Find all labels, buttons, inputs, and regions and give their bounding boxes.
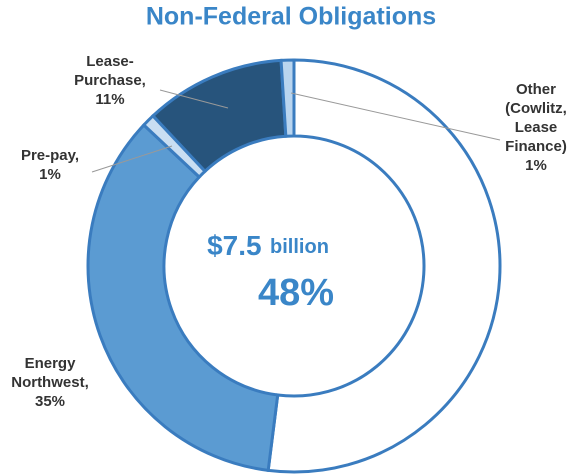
- slices: [86, 58, 502, 474]
- value-label: 35%: [34, 393, 66, 410]
- slice-label: Energy Northwest, 35%: [0, 354, 100, 411]
- chart-title: Non-Federal Obligations: [146, 3, 436, 31]
- center-unit: billion: [270, 236, 329, 258]
- leader-line: [91, 145, 173, 173]
- category-label: Pre-pay,: [20, 147, 80, 164]
- value-label: 11%: [95, 91, 125, 108]
- slice-label: Pre-pay, 1%: [10, 146, 90, 184]
- value-label: 1%: [525, 157, 547, 174]
- center-percent: 48%: [258, 272, 334, 314]
- slice-label: Other (Cowlitz, Lease Finance) 1%: [490, 80, 582, 175]
- leader-line: [290, 92, 501, 141]
- slice: [86, 122, 280, 473]
- value-label: 1%: [39, 166, 61, 183]
- category-label: Other (Cowlitz, Lease Finance): [505, 81, 567, 155]
- slice: [266, 58, 502, 474]
- center-value: $7.5: [207, 230, 262, 261]
- slice: [279, 58, 296, 138]
- category-label: Lease-Purchase,: [74, 53, 146, 89]
- center-amount: $7.5 billion: [207, 230, 329, 261]
- category-label: Energy Northwest,: [11, 355, 89, 391]
- leader-line: [159, 89, 229, 109]
- slice-label: Lease-Purchase, 11%: [60, 52, 160, 109]
